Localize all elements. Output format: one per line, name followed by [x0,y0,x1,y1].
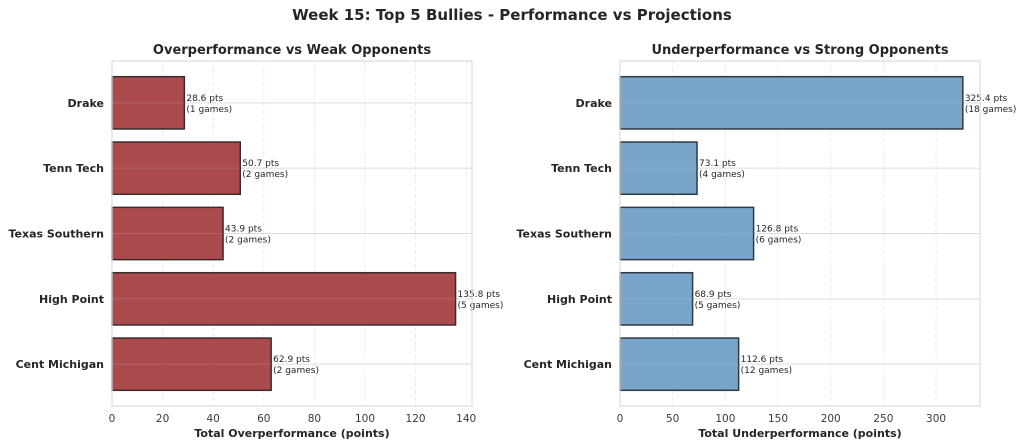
underperformance-x-tick-label: 250 [873,413,893,425]
underperformance-y-tick-label: Cent Michigan [524,358,612,371]
overperformance-x-tick-label: 60 [257,413,270,425]
figure-title: Week 15: Top 5 Bullies - Performance vs … [292,6,732,24]
underperformance-x-tick-label: 300 [926,413,946,425]
overperformance-x-tick-label: 120 [406,413,426,425]
underperformance-y-tick-label: High Point [547,293,612,306]
underperformance-data-label-value: 325.4 pts [965,94,1008,104]
overperformance-y-tick-label: Drake [68,97,104,110]
overperformance-data-label-value: 28.6 pts [186,94,223,104]
underperformance-bar-high-point [619,271,694,326]
overperformance-x-tick-label: 0 [109,413,116,425]
underperformance-data-label-games: (6 games) [756,236,802,246]
overperformance-bar-texas-southern [111,206,224,261]
overperformance-data-label-games: (2 games) [242,170,288,180]
overperformance-x-tick-label: 40 [207,413,220,425]
underperformance-chart: Underperformance vs Strong Opponents Tot… [516,43,1016,440]
overperformance-bar-high-point [111,271,457,326]
overperformance-y-tick-label: High Point [39,293,104,306]
overperformance-y-tick-label: Texas Southern [8,228,104,241]
underperformance-bar-cent-michigan [619,337,740,392]
overperformance-x-tick-label: 140 [456,413,476,425]
overperformance-x-tick-label: 20 [156,413,169,425]
underperformance-data-label-games: (5 games) [695,301,741,311]
underperformance-bar-drake [619,75,964,130]
underperformance-bar-texas-southern [619,206,755,261]
overperformance-chart-title: Overperformance vs Weak Opponents [153,43,431,58]
underperformance-x-tick-label: 0 [617,413,624,425]
overperformance-x-axis-label: Total Overperformance (points) [194,427,389,440]
underperformance-x-axis-label: Total Underperformance (points) [698,427,901,440]
overperformance-data-label-value: 43.9 pts [225,225,262,235]
underperformance-y-tick-label: Texas Southern [516,228,612,241]
overperformance-chart: Overperformance vs Weak Opponents Total … [8,43,503,440]
overperformance-x-tick-label: 100 [355,413,375,425]
underperformance-chart-title: Underperformance vs Strong Opponents [651,43,948,58]
overperformance-data-label-value: 62.9 pts [273,355,310,365]
underperformance-x-tick-label: 50 [666,413,679,425]
underperformance-x-tick-label: 200 [821,413,841,425]
underperformance-x-tick-label: 150 [768,413,788,425]
overperformance-axes-frame [111,60,473,407]
underperformance-data-label-value: 73.1 pts [699,159,736,169]
overperformance-data-label-games: (2 games) [273,366,319,376]
overperformance-data-label-games: (5 games) [458,301,504,311]
overperformance-data-label-value: 135.8 pts [458,290,501,300]
overperformance-data-label-value: 50.7 pts [242,159,279,169]
underperformance-data-label-games: (4 games) [699,170,745,180]
underperformance-x-tick-label: 100 [715,413,735,425]
overperformance-y-tick-label: Tenn Tech [43,162,104,175]
overperformance-y-tick-label: Cent Michigan [16,358,104,371]
underperformance-y-tick-label: Tenn Tech [551,162,612,175]
underperformance-data-label-games: (12 games) [741,366,793,376]
underperformance-y-tick-label: Drake [576,97,612,110]
overperformance-data-label-games: (1 games) [186,105,232,115]
overperformance-x-tick-label: 80 [308,413,321,425]
underperformance-data-label-value: 68.9 pts [695,290,732,300]
underperformance-data-label-value: 126.8 pts [756,225,799,235]
overperformance-data-label-games: (2 games) [225,236,271,246]
underperformance-data-label-games: (18 games) [965,105,1017,115]
underperformance-bar-tenn-tech [619,141,698,196]
underperformance-axes-frame [619,60,981,407]
underperformance-data-label-value: 112.6 pts [741,355,784,365]
